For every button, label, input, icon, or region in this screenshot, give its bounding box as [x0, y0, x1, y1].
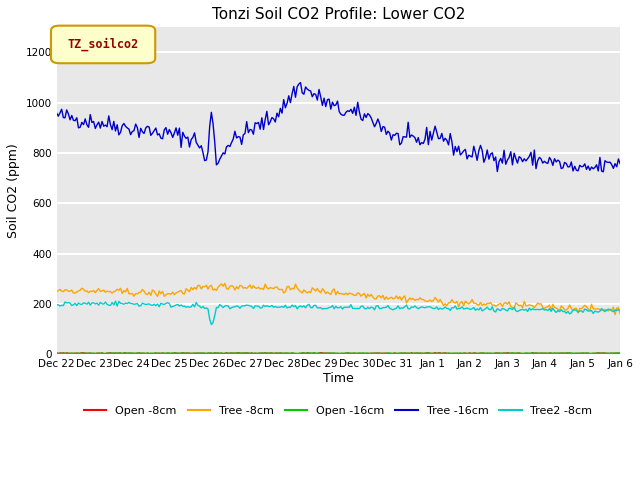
Open -16cm [60, 351, 67, 357]
Tree -16cm [522, 158, 530, 164]
Tree -16cm [60, 115, 67, 120]
Open -8cm [517, 351, 525, 357]
Line: Open -8cm: Open -8cm [56, 353, 620, 354]
Open -16cm [221, 351, 228, 357]
Text: TZ_soilco2: TZ_soilco2 [68, 38, 139, 51]
Tree2 -8cm [60, 303, 67, 309]
Open -16cm [369, 351, 377, 357]
Open -8cm [52, 350, 60, 356]
Open -16cm [524, 350, 531, 356]
Tree2 -8cm [517, 307, 525, 312]
Title: Tonzi Soil CO2 Profile: Lower CO2: Tonzi Soil CO2 Profile: Lower CO2 [212, 7, 465, 22]
Open -8cm [524, 351, 531, 357]
Tree2 -8cm [225, 303, 232, 309]
Tree2 -8cm [179, 303, 187, 309]
Tree -8cm [522, 303, 530, 309]
Tree -8cm [371, 296, 378, 302]
Tree -8cm [515, 303, 523, 309]
Open -16cm [509, 350, 516, 356]
FancyBboxPatch shape [51, 25, 156, 63]
Open -8cm [431, 350, 439, 356]
Open -8cm [177, 350, 185, 356]
Open -8cm [371, 350, 378, 356]
Open -8cm [223, 350, 230, 356]
Open -16cm [517, 351, 525, 357]
Tree2 -8cm [52, 302, 60, 308]
Tree -16cm [177, 144, 185, 150]
Open -16cm [468, 351, 476, 357]
X-axis label: Time: Time [323, 372, 354, 385]
Y-axis label: Soil CO2 (ppm): Soil CO2 (ppm) [7, 144, 20, 238]
Tree2 -8cm [207, 322, 215, 327]
Tree -16cm [221, 151, 228, 157]
Tree -16cm [52, 110, 60, 116]
Open -8cm [209, 351, 217, 357]
Tree -8cm [616, 311, 624, 317]
Line: Tree -16cm: Tree -16cm [56, 83, 620, 172]
Tree2 -8cm [372, 303, 380, 309]
Open -8cm [616, 350, 624, 356]
Open -16cm [177, 350, 185, 356]
Open -8cm [60, 350, 67, 356]
Line: Open -16cm: Open -16cm [56, 353, 620, 354]
Tree -16cm [371, 124, 378, 130]
Open -16cm [616, 351, 624, 357]
Tree -16cm [616, 161, 624, 167]
Tree2 -8cm [524, 309, 531, 314]
Line: Tree2 -8cm: Tree2 -8cm [56, 301, 620, 324]
Tree -8cm [221, 280, 228, 286]
Legend: Open -8cm, Tree -8cm, Open -16cm, Tree -16cm, Tree2 -8cm: Open -8cm, Tree -8cm, Open -16cm, Tree -… [80, 402, 597, 420]
Tree -16cm [297, 80, 305, 85]
Tree2 -8cm [616, 307, 624, 313]
Tree2 -8cm [111, 298, 119, 304]
Tree -8cm [177, 288, 185, 293]
Open -16cm [52, 350, 60, 356]
Line: Tree -8cm: Tree -8cm [56, 283, 620, 314]
Tree -8cm [223, 286, 230, 291]
Tree -8cm [60, 289, 67, 295]
Tree -8cm [52, 288, 60, 294]
Tree -8cm [611, 312, 619, 317]
Tree -16cm [515, 154, 523, 159]
Tree -16cm [600, 169, 607, 175]
